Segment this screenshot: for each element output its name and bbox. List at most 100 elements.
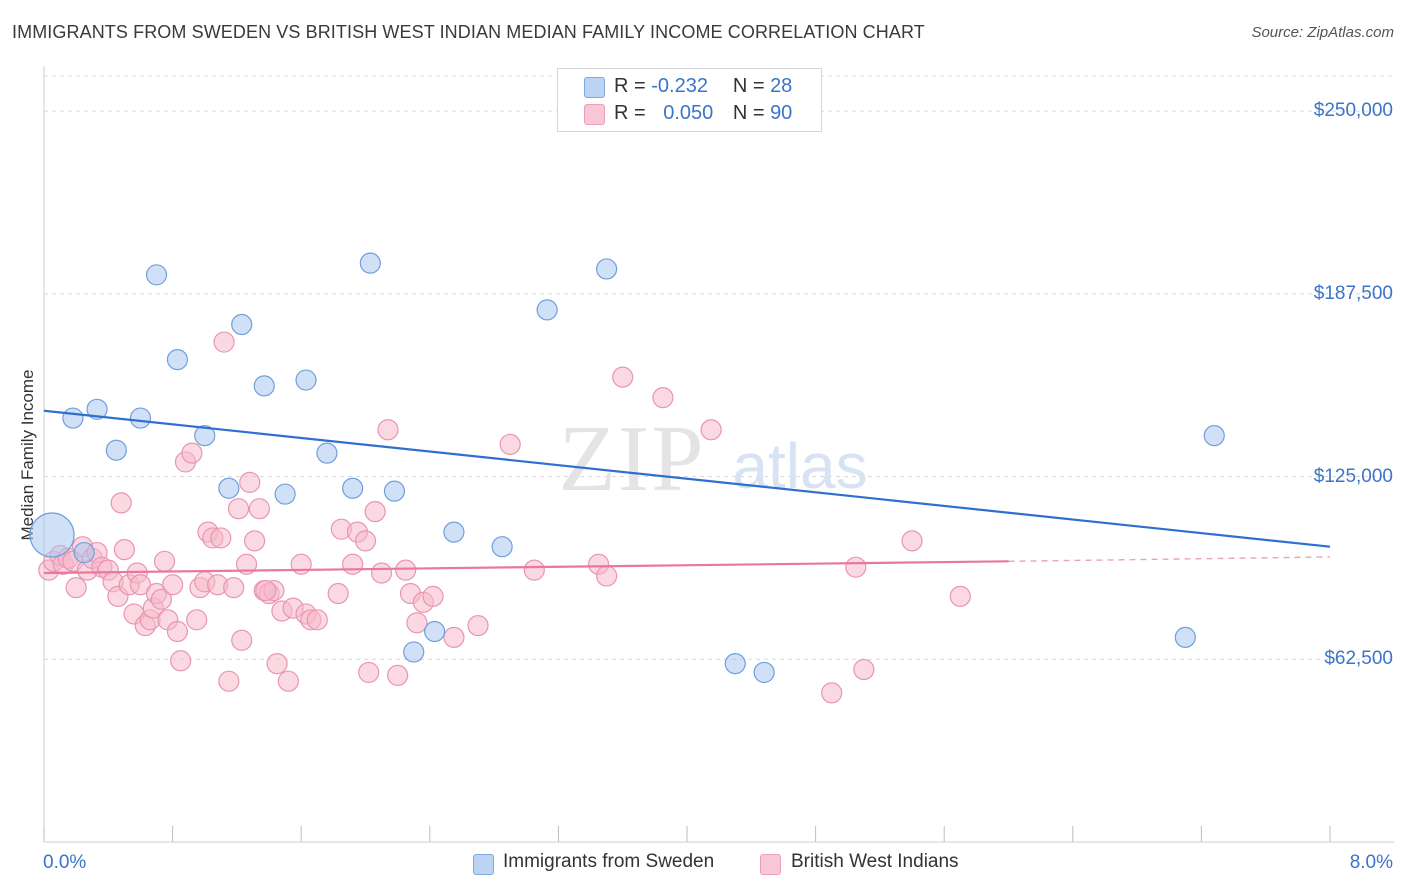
data-point [724,653,746,675]
data-point [186,609,208,631]
bottom-legend-sweden: Immigrants from Sweden [503,851,715,872]
data-point [105,439,127,461]
data-point [231,313,253,336]
data-point [235,553,258,575]
data-point [223,577,245,599]
data-point [443,521,465,543]
watermark-zip: ZIP [559,407,706,511]
legend-swatch-sweden [584,77,605,98]
data-point [383,480,406,502]
data-point [387,664,409,686]
axes [43,66,1394,843]
data-point [596,565,618,587]
trend-lines [43,409,1331,575]
data-point [86,398,108,420]
data-point [359,252,381,274]
data-point [306,609,328,631]
data-point [596,258,618,280]
source-attribution: Source: ZipAtlas.com [1251,24,1394,41]
data-point [422,585,444,608]
data-point [395,559,417,581]
data-point [129,407,152,429]
data-point [499,433,521,455]
series-british-west-indians [38,331,971,704]
data-point [845,556,867,578]
data-point [277,670,299,692]
data-point [255,579,277,602]
legend-swatch-bwi [584,104,605,125]
series-immigrants-from-sweden [29,252,1225,684]
data-point [612,366,634,388]
data-point [166,348,189,371]
y-tick-label: $62,500 [1324,648,1393,670]
data-point [467,615,489,637]
data-point [364,501,386,523]
data-point [652,387,674,409]
data-point [406,612,428,634]
data-point [1174,626,1196,648]
data-point [354,530,377,552]
data-point [377,419,399,441]
legend-n-label: N = [732,102,765,124]
y-tick-label: $250,000 [1313,100,1393,122]
data-point [153,550,176,572]
data-point [113,539,135,561]
data-point [266,653,288,675]
data-point [424,620,446,643]
legend-n-value-sweden: 28 [770,75,793,97]
data-point [370,562,393,584]
bottom-legend-swatch-bwi [760,854,781,875]
legend-row-sweden: R = -0.232 N = 28 [614,75,792,98]
data-point [218,670,240,692]
x-tick-label-min: 0.0% [43,852,87,873]
data-point [73,541,95,564]
data-point [1203,425,1225,447]
data-point [248,498,271,520]
trend-line-sweden [43,409,1331,548]
data-point [821,682,843,704]
data-point [949,585,971,608]
data-point [181,442,203,464]
trend-line-bwi-extrapolated [1008,556,1331,563]
legend-n-label: N = [732,75,765,97]
data-point [853,658,875,681]
legend-r-value-sweden: -0.232 [651,75,708,97]
data-point [166,620,189,643]
legend-r-label: R = [614,102,646,124]
data-point [491,536,513,558]
data-point [316,442,338,464]
chart-title: IMMIGRANTS FROM SWEDEN VS BRITISH WEST I… [12,22,925,42]
data-point [194,425,216,447]
data-point [239,471,261,493]
data-point [162,574,184,596]
data-point [145,264,168,286]
data-point [327,582,349,605]
legend-r-value-bwi: 0.050 [663,102,714,124]
bottom-legend-swatch-sweden [473,854,494,875]
data-point [253,375,275,397]
data-point [29,512,75,558]
y-tick-label: $187,500 [1313,282,1393,304]
x-tick-label-max: 8.0% [1349,852,1393,873]
data-point [227,498,250,520]
data-point [536,299,558,321]
bottom-legend-bwi: British West Indians [791,851,959,872]
data-point [210,527,232,549]
legend-n-value-bwi: 90 [770,102,793,124]
data-point [62,407,84,429]
data-point [213,331,235,353]
data-point [443,626,465,648]
trend-line-bwi [43,560,1009,575]
data-point [170,650,192,672]
data-point [65,577,87,599]
data-point [290,553,312,575]
legend-r-label: R = [614,75,646,97]
data-point [342,553,364,575]
data-point [523,559,545,581]
data-point [218,477,240,499]
data-point [700,419,722,441]
data-point [243,530,266,552]
data-point [150,588,172,610]
data-point [274,483,296,505]
